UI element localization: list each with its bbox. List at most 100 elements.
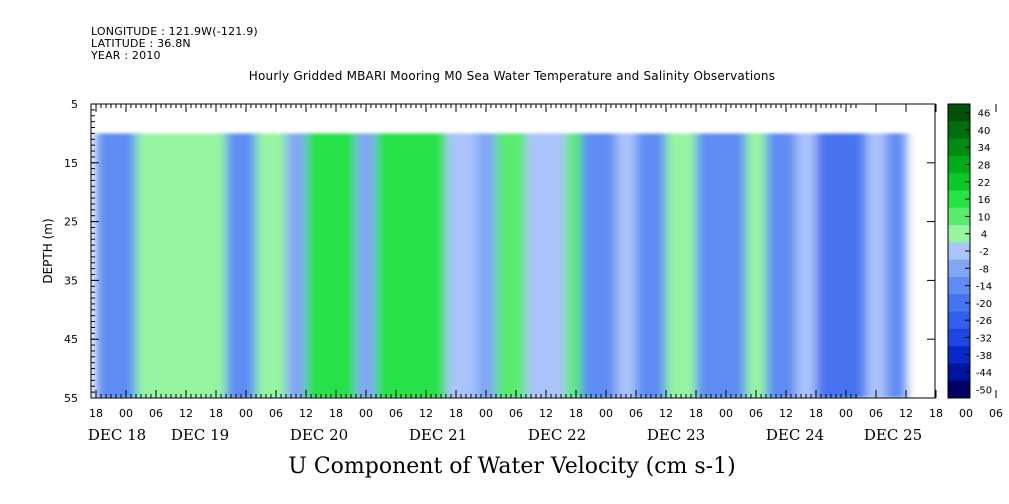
x-day-label: DEC 19	[171, 426, 229, 444]
heatmap-band	[526, 133, 567, 398]
heatmap-layer	[96, 133, 907, 398]
x-tick-label: 18	[929, 407, 943, 420]
heatmap-band	[446, 133, 477, 398]
y-tick-label: 45	[64, 333, 78, 346]
colorbar-swatch	[948, 173, 970, 191]
heatmap-band	[696, 133, 747, 398]
y-tick-label: 35	[64, 274, 78, 287]
heatmap-band	[666, 133, 697, 398]
x-tick-label: 18	[809, 407, 823, 420]
colorbar-tick-label: 22	[978, 178, 991, 189]
colorbar-tick-label: -50	[976, 385, 992, 396]
colorbar-swatch	[948, 104, 970, 122]
chart-title: Hourly Gridded MBARI Mooring M0 Sea Wate…	[248, 69, 776, 83]
x-tick-label: 06	[749, 407, 763, 420]
x-tick-label: 18	[449, 407, 463, 420]
colorbar-swatch	[948, 190, 970, 209]
x-tick-label: 18	[89, 407, 103, 420]
year-label: YEAR : 2010	[91, 49, 161, 62]
colorbar-swatch	[948, 311, 970, 330]
x-day-label: DEC 20	[290, 426, 348, 444]
x-tick-label: 18	[209, 407, 223, 420]
x-tick-label: 00	[719, 407, 733, 420]
colorbar: 46 40 34 28 22 16 10 4 -2 -8 -14 -20 -26 -32 -38 -44 -50	[947, 103, 992, 399]
colorbar-tick-label: -20	[976, 299, 992, 310]
colorbar-swatch	[948, 294, 970, 312]
x-day-label: DEC 24	[766, 426, 824, 444]
x-tick-label: 06	[629, 407, 643, 420]
colorbar-swatch	[948, 380, 970, 399]
colorbar-tick-label: 10	[978, 212, 991, 223]
x-tick-label: 06	[149, 407, 163, 420]
x-day-label: DEC 22	[528, 426, 586, 444]
x-tick-label: 00	[359, 407, 373, 420]
colorbar-swatch	[948, 138, 970, 157]
x-tick-label: 06	[989, 407, 1003, 420]
longitude-label: LONGITUDE : 121.9W(-121.9)	[91, 25, 258, 38]
x-tick-label: 00	[479, 407, 493, 420]
colorbar-tick-label: 28	[978, 161, 991, 172]
colorbar-swatch	[948, 207, 970, 226]
colorbar-tick-label: -38	[976, 351, 992, 362]
colorbar-swatch	[948, 242, 970, 260]
heatmap-band	[176, 133, 227, 398]
heatmap-band	[766, 133, 797, 398]
y-tick-label: 15	[64, 157, 78, 170]
x-tick-label: 00	[959, 407, 973, 420]
heatmap-band	[496, 133, 527, 398]
x-tick-label: 18	[689, 407, 703, 420]
x-tick-label: 18	[569, 407, 583, 420]
x-tick-label: 12	[179, 407, 193, 420]
heatmap-band	[581, 133, 617, 398]
x-day-label: DEC 21	[409, 426, 467, 444]
colorbar-swatch	[948, 346, 970, 364]
colorbar-tick-label: 34	[978, 143, 991, 154]
heatmap-band	[866, 133, 887, 398]
heatmap-band	[256, 133, 287, 398]
colorbar-swatch	[948, 155, 970, 174]
x-day-label: DEC 23	[647, 426, 705, 444]
colorbar-tick-label: -44	[976, 368, 992, 379]
colorbar-tick-label: -26	[976, 316, 992, 327]
heatmap-band	[636, 133, 667, 398]
x-tick-label: 00	[839, 407, 853, 420]
heatmap-band	[746, 133, 767, 398]
heatmap-band	[96, 133, 137, 398]
colorbar-tick-label: 4	[981, 230, 987, 241]
heatmap-band	[566, 133, 582, 398]
x-day-label: DEC 18	[88, 426, 146, 444]
colorbar-tick-label: -2	[979, 247, 989, 258]
colorbar-tick-label: 16	[978, 195, 991, 206]
latitude-label: LATITUDE : 36.8N	[91, 37, 191, 50]
heatmap-band	[286, 133, 307, 398]
x-tick-label: 06	[869, 407, 883, 420]
heatmap-band	[616, 133, 637, 398]
x-tick-label: 00	[239, 407, 253, 420]
colorbar-swatch	[948, 121, 970, 139]
y-tick-label: 55	[64, 392, 78, 405]
y-axis-label: DEPTH (m)	[41, 218, 55, 283]
heatmap-band	[306, 133, 357, 398]
x-tick-label: 06	[269, 407, 283, 420]
heatmap-band	[886, 133, 907, 398]
heatmap-band	[376, 133, 447, 398]
colorbar-tick-label: -14	[976, 282, 992, 293]
heatmap-band	[476, 133, 497, 398]
colorbar-tick-label: 40	[978, 126, 991, 137]
colorbar-tick-label: -8	[979, 264, 989, 275]
colorbar-tick-label: -32	[976, 333, 992, 344]
heatmap-band	[816, 133, 867, 398]
colorbar-tick-label: 46	[978, 109, 991, 120]
x-tick-label: 12	[899, 407, 913, 420]
x-tick-label: 06	[389, 407, 403, 420]
y-tick-label: 5	[71, 98, 78, 111]
x-tick-label: 18	[329, 407, 343, 420]
x-day-label: DEC 25	[864, 426, 922, 444]
heatmap-band	[226, 133, 257, 398]
x-axis-label: U Component of Water Velocity (cm s-1)	[288, 454, 736, 479]
y-tick-label: 25	[64, 216, 78, 229]
x-tick-label: 12	[539, 407, 553, 420]
heatmap-band	[356, 133, 377, 398]
x-tick-label: 12	[419, 407, 433, 420]
